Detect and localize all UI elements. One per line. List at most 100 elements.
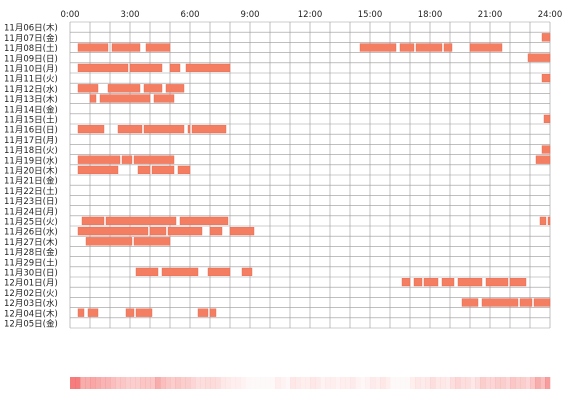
summary-segment: [185, 377, 191, 389]
day-label: 11月14日(金): [4, 104, 58, 115]
activity-bar: [137, 165, 151, 174]
activity-bar: [165, 84, 185, 93]
activity-bar: [399, 43, 415, 52]
summary-segment: [375, 377, 381, 389]
activity-bar: [135, 308, 153, 317]
summary-segment: [265, 377, 271, 389]
summary-segment: [235, 377, 241, 389]
summary-bar: [70, 377, 551, 389]
activity-bar: [509, 278, 527, 287]
activity-bar: [413, 278, 423, 287]
summary-segment: [530, 377, 536, 389]
activity-bar: [209, 308, 217, 317]
summary-segment: [175, 377, 181, 389]
summary-segment: [105, 377, 111, 389]
day-label: 12月04日(木): [4, 308, 58, 319]
activity-bar: [121, 155, 133, 164]
activity-bars: [77, 33, 551, 317]
summary-segment: [230, 377, 236, 389]
summary-segment: [220, 377, 226, 389]
activity-bar: [117, 124, 143, 134]
day-label: 11月09日(日): [4, 54, 58, 64]
activity-bar: [241, 267, 253, 276]
x-axis-ticks: 0:00 3:00 6:00 9:00 12:00 15:00 18:00 21:00 24:0…: [60, 10, 562, 20]
summary-segment: [315, 377, 321, 389]
summary-segment: [150, 377, 156, 389]
summary-segment: [415, 377, 421, 389]
activity-bar: [77, 124, 105, 134]
day-label: 11月06日(木): [4, 23, 58, 34]
activity-bar: [539, 216, 547, 225]
summary-segment: [435, 377, 441, 389]
summary-segment: [525, 377, 531, 389]
summary-segment: [350, 377, 356, 389]
summary-segment: [135, 377, 141, 389]
day-label: 11月07日(金): [4, 33, 58, 44]
summary-segment: [170, 377, 176, 389]
day-label: 11月23日(日): [4, 197, 58, 207]
summary-segment: [355, 377, 361, 389]
summary-segment: [100, 377, 106, 389]
activity-bar: [415, 43, 443, 52]
summary-segment: [90, 377, 96, 389]
summary-segment: [245, 377, 251, 389]
summary-segment: [310, 377, 316, 389]
activity-bar: [535, 155, 551, 164]
summary-segment: [190, 377, 196, 389]
day-label: 11月10日(月): [4, 65, 58, 75]
summary-segment: [215, 377, 221, 389]
day-label: 12月01日(月): [4, 279, 58, 289]
summary-segment: [480, 377, 486, 389]
summary-segment: [405, 377, 411, 389]
summary-segment: [205, 377, 211, 389]
summary-segment: [140, 377, 146, 389]
summary-segment: [330, 377, 336, 389]
summary-segment: [420, 377, 426, 389]
day-label: 12月02日(火): [4, 289, 58, 299]
activity-bar: [77, 155, 121, 164]
activity-bar: [541, 73, 551, 83]
activity-bar: [401, 278, 411, 287]
summary-segment: [290, 377, 296, 389]
activity-bar: [519, 298, 533, 307]
activity-bar: [111, 43, 141, 52]
activity-bar: [161, 267, 199, 276]
day-label: 11月21日(金): [4, 176, 58, 187]
summary-segment: [300, 377, 306, 389]
activity-bar: [151, 165, 175, 174]
summary-segment: [445, 377, 451, 389]
summary-segment: [425, 377, 431, 389]
activity-bar: [547, 216, 551, 225]
activity-bar: [177, 165, 191, 174]
activity-bar: [185, 63, 231, 72]
activity-bar: [443, 43, 453, 52]
activity-bar: [461, 298, 479, 307]
activity-bar: [133, 237, 171, 246]
summary-segment: [210, 377, 216, 389]
summary-segment: [85, 377, 91, 389]
day-label: 11月13日(木): [4, 94, 58, 105]
activity-bar: [85, 237, 133, 246]
x-tick-label: 15:00: [358, 10, 383, 20]
x-tick-label: 0:00: [60, 10, 79, 20]
summary-segment: [75, 377, 81, 389]
day-label: 11月28日(金): [4, 247, 58, 258]
summary-segment: [180, 377, 186, 389]
activity-bar: [543, 114, 551, 123]
summary-segment: [395, 377, 401, 389]
activity-bar: [77, 84, 99, 93]
summary-segment: [410, 377, 416, 389]
summary-segment: [255, 377, 261, 389]
x-tick-label: 18:00: [418, 10, 443, 20]
summary-segment: [275, 377, 281, 389]
summary-segment: [95, 377, 101, 389]
summary-segment: [440, 377, 446, 389]
summary-segment: [165, 377, 171, 389]
summary-segment: [520, 377, 526, 389]
activity-bar: [441, 278, 455, 287]
x-tick-label: 3:00: [120, 10, 139, 20]
activity-bar: [187, 124, 191, 134]
activity-bar: [77, 226, 149, 236]
summary-segment: [460, 377, 466, 389]
x-tick-label: 21:00: [478, 10, 503, 20]
